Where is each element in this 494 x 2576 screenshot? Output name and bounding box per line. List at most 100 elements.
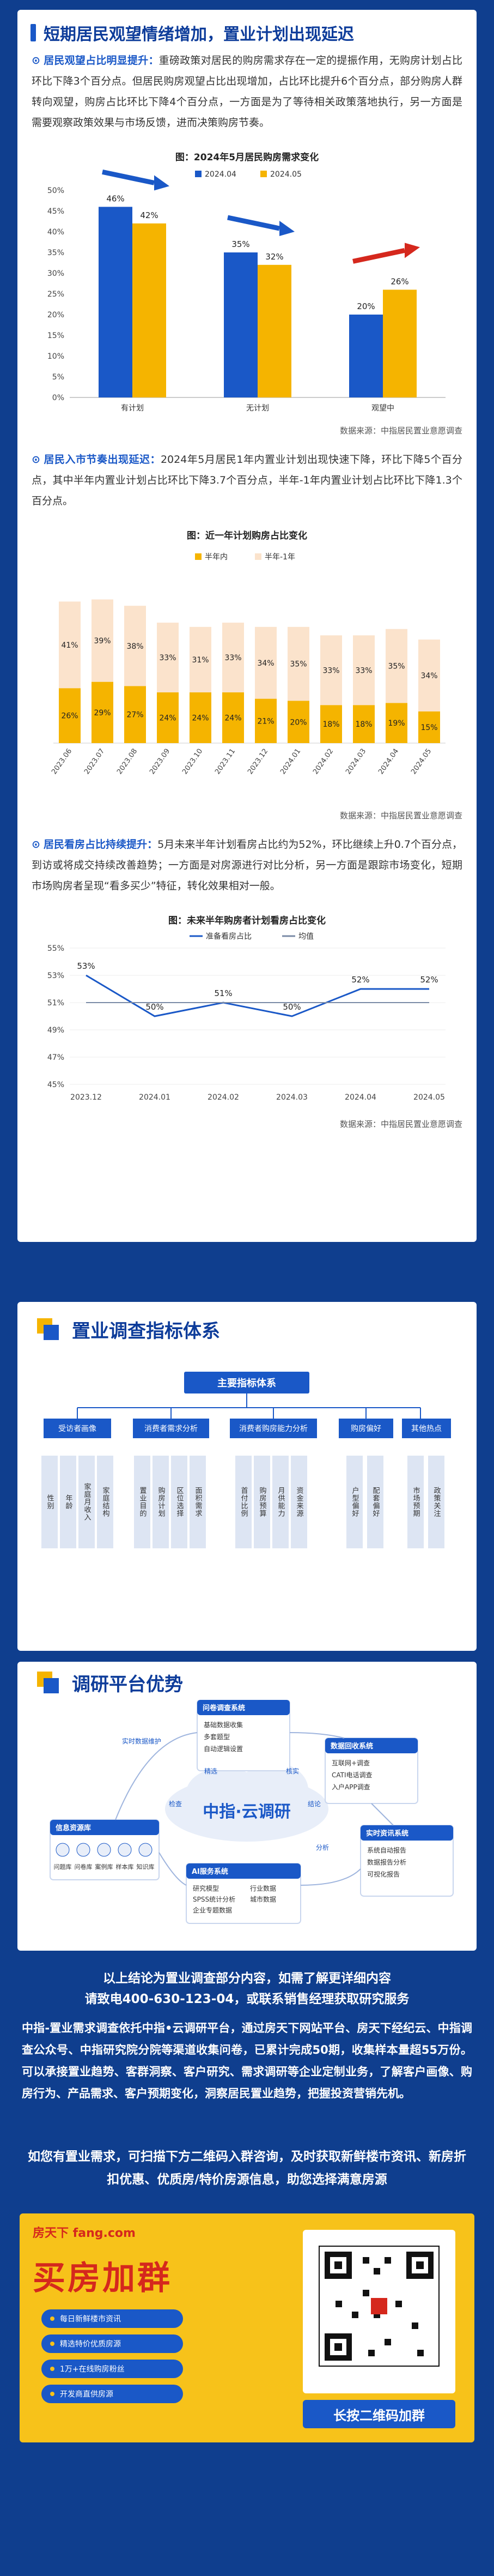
flow-label: 精选 [204,1767,217,1775]
data-label: 20% [357,301,375,311]
tree-leaf: 首付比例 [235,1456,252,1548]
data-label: 33% [355,666,372,675]
bar [349,315,383,397]
x-tick-label: 2024.01 [139,1093,170,1102]
x-tick-label: 2023.07 [83,747,106,776]
promo-tag: 1万+在线购房粉丝 [41,2360,183,2378]
bar-segment [190,626,211,692]
service-description: 中指-置业需求调查依托中指•云调研平台，通过房天下网站平台、房天下经纪云、中指调… [22,2022,472,2100]
tree-leaf: 政策关注 [428,1456,444,1548]
legend-label: 准备看房占比 [206,932,252,941]
system-item: CATI电话调查 [332,1771,373,1779]
data-label: 27% [126,711,143,720]
system-item: 行业数据 [250,1884,276,1892]
paragraph-observation: ⊙ 居民观望占比明显提升：重磅政策对居民的购房需求存在一定的提振作用，无购房计划… [17,50,477,133]
subsection-header: 调研平台优势 [17,1662,477,1696]
y-tick-label: 51% [47,999,64,1008]
data-label: 20% [290,718,307,727]
bar [224,252,258,397]
legend-label: 半年内 [205,553,228,562]
tree-leaf: 月供能力 [272,1456,289,1548]
system-title: 问卷调查系统 [203,1704,245,1712]
bar-segment [59,688,81,743]
data-label: 52% [420,975,438,985]
system-box-header [50,1820,159,1835]
promo-tag: 精选特价优质房源 [41,2334,183,2353]
bar-segment [92,681,113,743]
chart-title: 图：近一年计划购房占比变化 [187,530,307,541]
chart-source: 数据来源：中指居民置业意愿调查 [339,811,462,821]
bar [132,223,166,397]
y-tick-label: 30% [47,269,64,278]
system-item: 系统自动报告 [367,1846,406,1854]
system-box-header [197,1700,290,1715]
plan-stacked-chart: 图：近一年计划购房占比变化 半年内 半年-1年 26% 41% 2023.06 29% 39… [32,520,462,825]
data-label: 34% [420,672,437,680]
paragraph-label: 居民看房占比持续提升： [43,838,158,850]
trend-arrow-icon [227,215,280,231]
system-item: 数据报告分析 [367,1858,406,1866]
data-label: 18% [355,720,372,729]
data-label: 26% [61,712,78,721]
chart-canvas: 半年内 半年-1年 26% 41% 2023.06 29% 39% 2023.07 27% 38%… [50,553,446,776]
bar-segment [222,623,244,692]
system-item: 知识库 [137,1863,155,1871]
tree-group-preference: 购房偏好 [339,1419,393,1438]
system-item: 基础数据收集 [204,1721,243,1729]
system-item: 可视化报告 [367,1870,400,1878]
chart-source: 数据来源：中指居民置业意愿调查 [339,426,462,436]
flow-arrow [289,1732,345,1739]
flow-arrow [158,1852,187,1886]
contact-line-2[interactable]: 请致电400-630-123-04，或联系销售经理获取研究服务 [84,1992,410,2006]
legend-label: 均值 [298,932,314,941]
data-label: 33% [224,654,241,662]
data-label: 42% [140,210,158,220]
data-label: 24% [192,714,209,723]
system-item: 研究模型 [193,1884,219,1892]
system-box-header [186,1863,301,1879]
flow-label: 核实 [286,1767,299,1775]
data-label: 51% [214,988,232,998]
system-title: 信息资源库 [56,1824,91,1832]
tree-leaf: 配套偏好 [367,1456,383,1548]
tree-group-demand: 消费者需求分析 [133,1419,209,1438]
platform-center-label: 中指·云调研 [203,1802,290,1821]
x-tick-label: 2023.09 [148,747,172,776]
paragraph-text: 2024年5月居民1年内置业计划出现快速下降，环比下降5个百分点，其中半年内置业… [32,454,462,507]
library-icon [118,1843,132,1857]
y-tick-label: 25% [47,290,64,299]
tree-leaf: 区位选择 [171,1456,187,1548]
qr-code[interactable] [303,2230,455,2393]
data-label: 52% [351,975,369,985]
squares-icon [37,1318,60,1341]
system-item: 案例库 [95,1863,113,1871]
tree-leaf: 市场预期 [407,1456,424,1548]
x-tick-label: 2023.12 [70,1093,102,1102]
bullet-icon: ⊙ [32,55,40,67]
data-label: 35% [388,662,405,671]
bar-segment [418,711,440,743]
x-tick-label: 2024.03 [344,747,368,776]
paragraph-text: 5月未来半年计划看房占比约为52%，环比继续上升0.7个百分点，到访或将成交持续… [32,838,462,892]
x-tick-label: 2023.10 [181,747,204,776]
promo-banner[interactable]: 房天下 fang.com 买房加群 每日新鲜楼市资讯 精选特价优质房源 1万+在… [20,2213,474,2442]
bullet-icon: ⊙ [32,454,40,466]
bar [383,289,417,397]
x-tick-label: 观望中 [371,404,394,413]
promo-tag: 每日新鲜楼市资讯 [41,2309,183,2328]
cloud-icon [239,1763,308,1817]
bar-segment [124,606,146,686]
system-item: 自动逻辑设置 [204,1745,243,1753]
system-item: 城市数据 [250,1895,276,1903]
library-icon [97,1843,111,1857]
tree-leaf: 家庭结构 [97,1456,113,1548]
x-tick-label: 有计划 [121,404,144,413]
chart-title: 图：2024年5月居民购房需求变化 [175,152,319,163]
data-label: 24% [159,714,176,723]
trend-arrowhead-icon [405,243,420,258]
qr-join-button[interactable]: 长按二维码加群 [303,2400,455,2428]
flow-arrow [371,1803,394,1826]
data-label: 50% [145,1002,163,1012]
x-tick-label: 2023.11 [214,747,237,776]
